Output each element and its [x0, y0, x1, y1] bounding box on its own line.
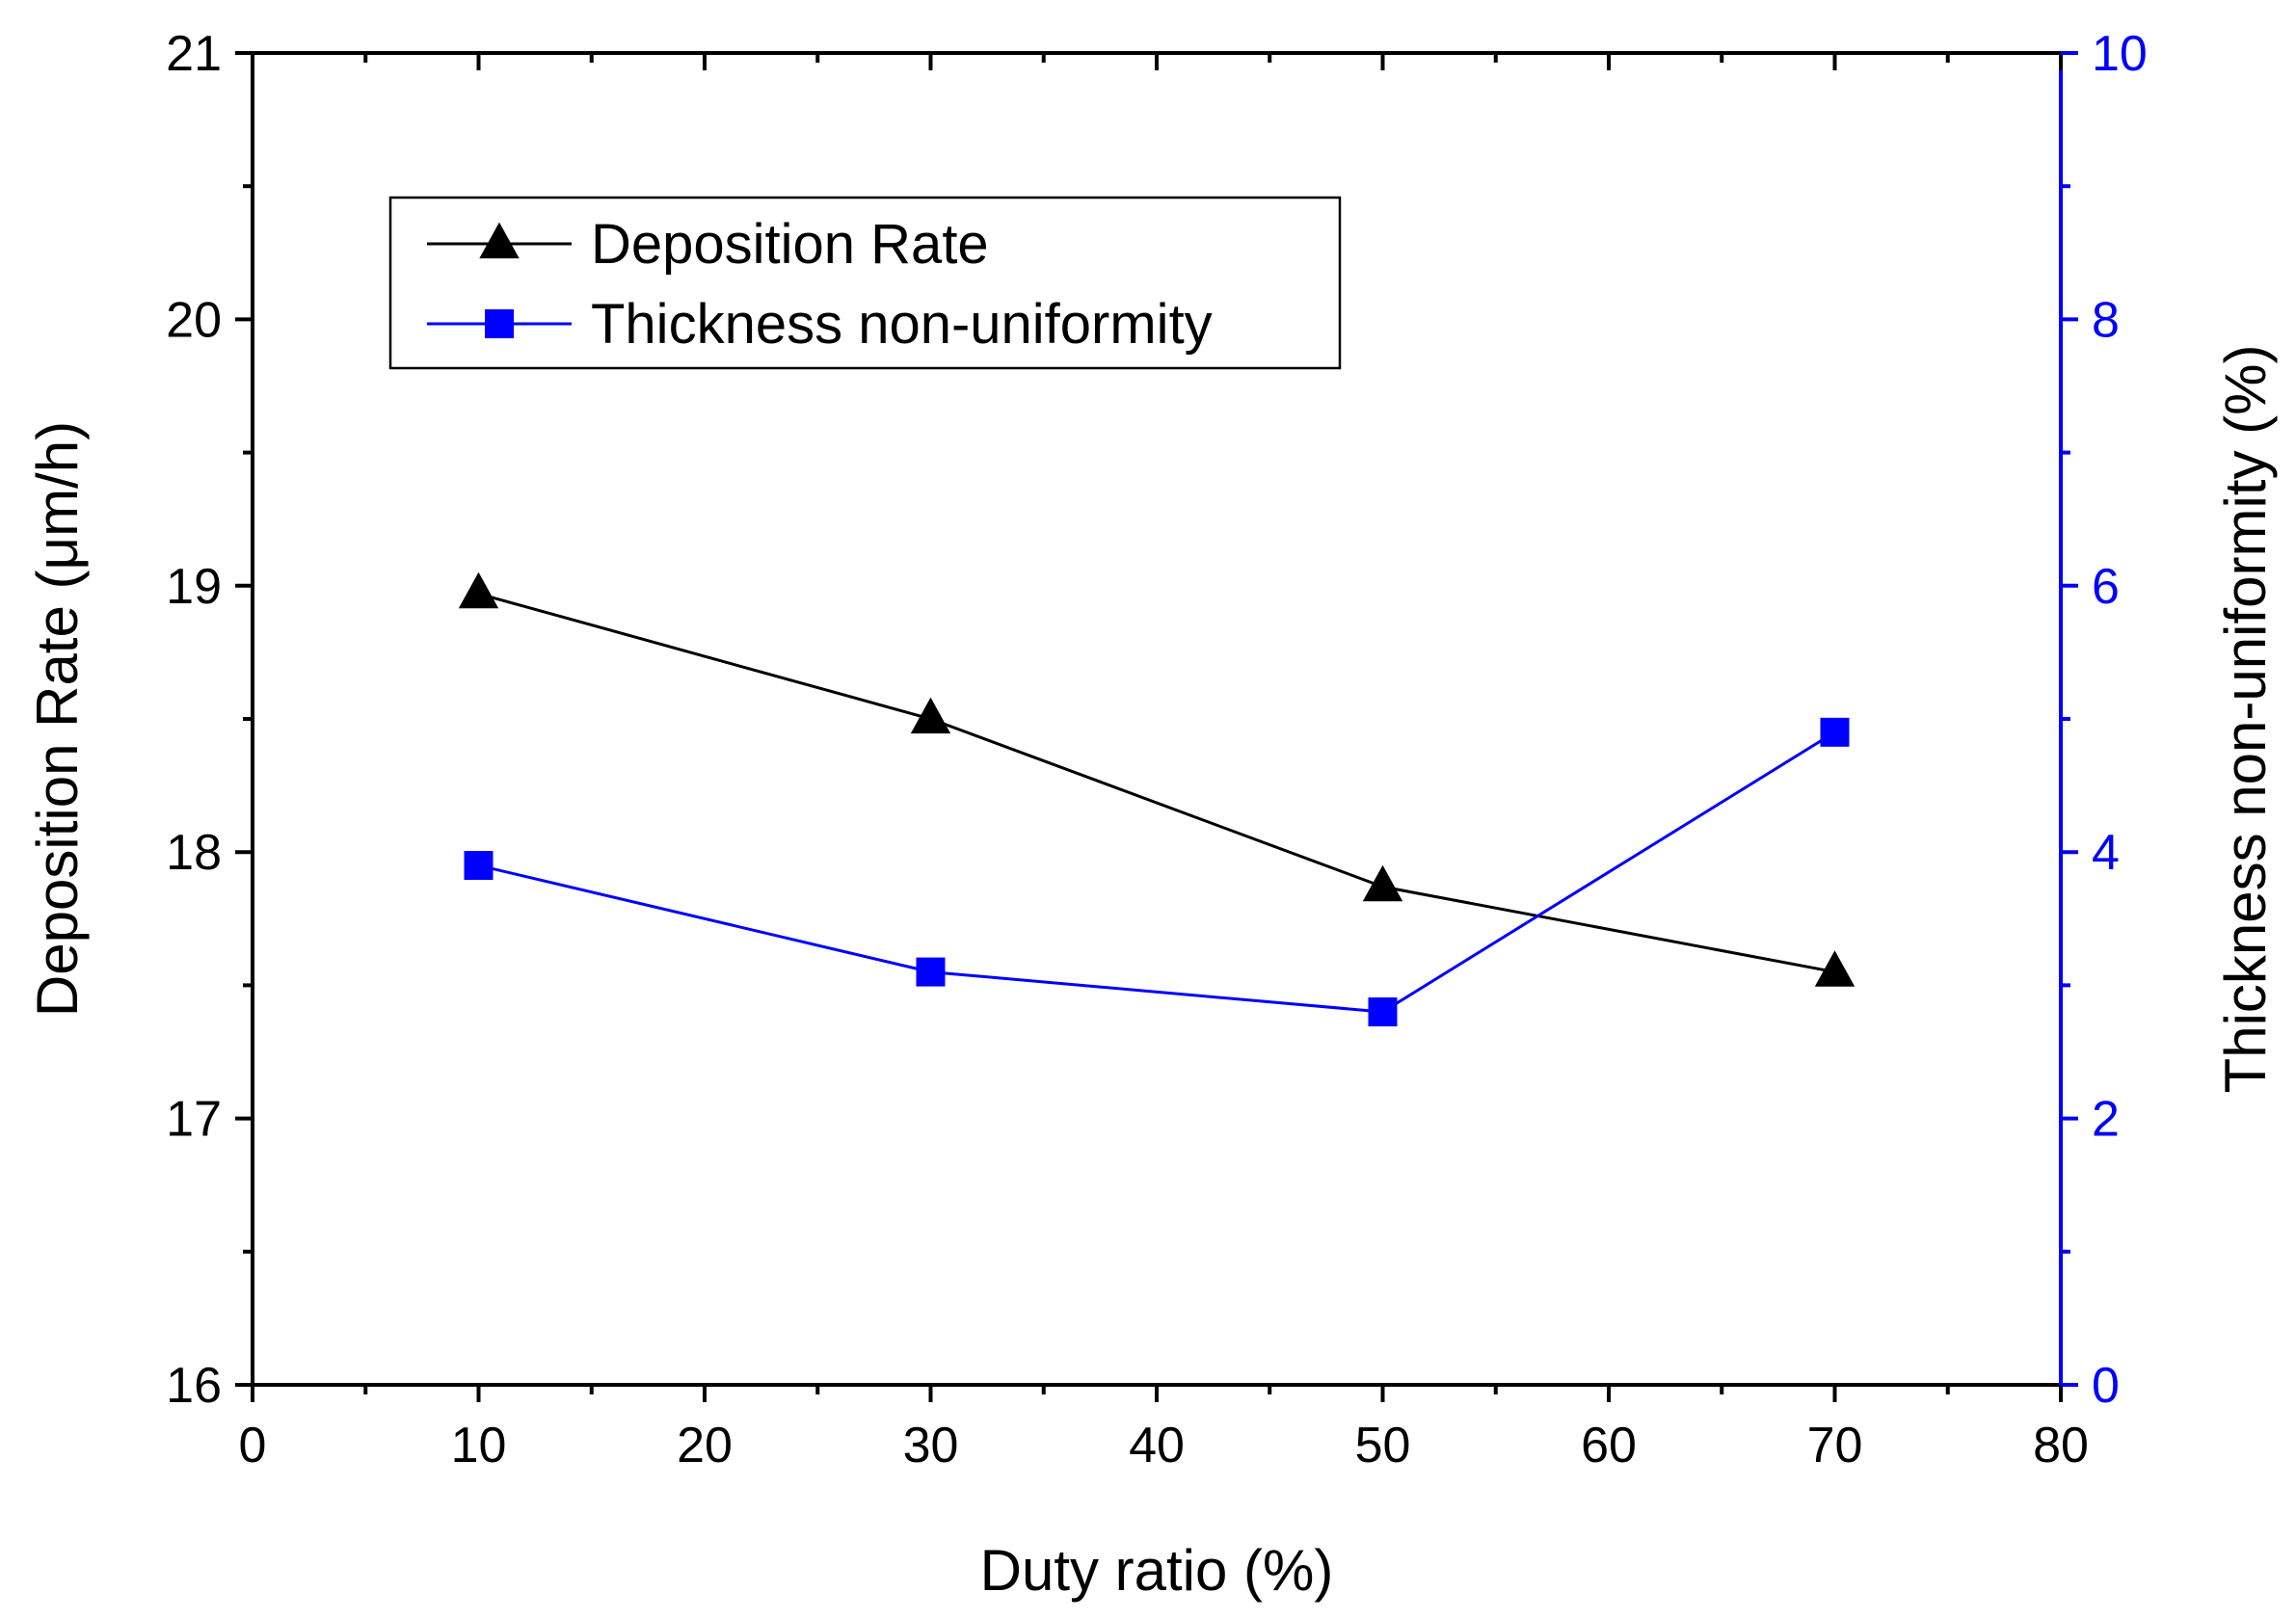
- left-y-tick-label: 17: [166, 1092, 222, 1148]
- legend-box: [388, 196, 1342, 370]
- right-y-tick-label: 2: [2092, 1092, 2120, 1148]
- deposition-rate-point: [458, 571, 499, 609]
- legend-label: Deposition Rate: [591, 213, 989, 276]
- x-axis-title: Duty ratio (%): [980, 1538, 1334, 1603]
- left-y-axis-title: Deposition Rate (μm/h): [25, 421, 90, 1017]
- x-tick-label: 50: [1355, 1418, 1411, 1473]
- thickness-non-uniformity-point: [1368, 997, 1398, 1027]
- deposition-rate-point: [910, 697, 951, 734]
- deposition-rate-point: [1362, 864, 1403, 902]
- x-tick-label: 0: [239, 1418, 267, 1473]
- right-y-tick-label: 4: [2092, 825, 2120, 881]
- x-tick-label: 10: [451, 1418, 507, 1473]
- right-y-tick-label: 0: [2092, 1358, 2120, 1414]
- thickness-non-uniformity-point: [916, 957, 946, 987]
- series-layer: [458, 571, 1855, 1027]
- right-y-tick-label: 10: [2092, 26, 2148, 82]
- x-tick-label: 70: [1807, 1418, 1863, 1473]
- legend-label: Thickness non-uniformity: [591, 293, 1213, 356]
- left-y-tick-label: 19: [166, 559, 222, 615]
- right-y-tick-label: 8: [2092, 292, 2120, 348]
- thickness-non-uniformity-point: [464, 851, 494, 881]
- axes-layer: 0 10 20 30 40 50 60 70 80 16 17 18 19 20 21 0 2 4 6 8 10 Duty…: [25, 26, 2278, 1603]
- deposition-rate-point: [1814, 950, 1855, 987]
- right-y-axis-title: Thickness non-uniformity (%): [2213, 345, 2278, 1094]
- thickness-non-uniformity-line: [478, 730, 1836, 1014]
- left-y-tick-label: 20: [166, 292, 222, 348]
- left-y-tick-label: 18: [166, 825, 222, 881]
- x-tick-label: 60: [1581, 1418, 1637, 1473]
- x-tick-label: 30: [903, 1418, 959, 1473]
- legend-square-marker: [485, 309, 514, 338]
- left-y-tick-label: 21: [166, 26, 222, 82]
- right-y-tick-label: 6: [2092, 559, 2120, 615]
- deposition-rate-line: [478, 592, 1835, 974]
- x-tick-label: 40: [1129, 1418, 1185, 1473]
- x-tick-label: 80: [2033, 1418, 2089, 1473]
- legend: Deposition Rate Thickness non-uniformity: [388, 196, 1342, 370]
- legend-triangle-marker: [479, 222, 520, 259]
- x-tick-label: 20: [677, 1418, 733, 1473]
- left-y-tick-label: 16: [166, 1358, 222, 1414]
- thickness-non-uniformity-point: [1820, 717, 1850, 747]
